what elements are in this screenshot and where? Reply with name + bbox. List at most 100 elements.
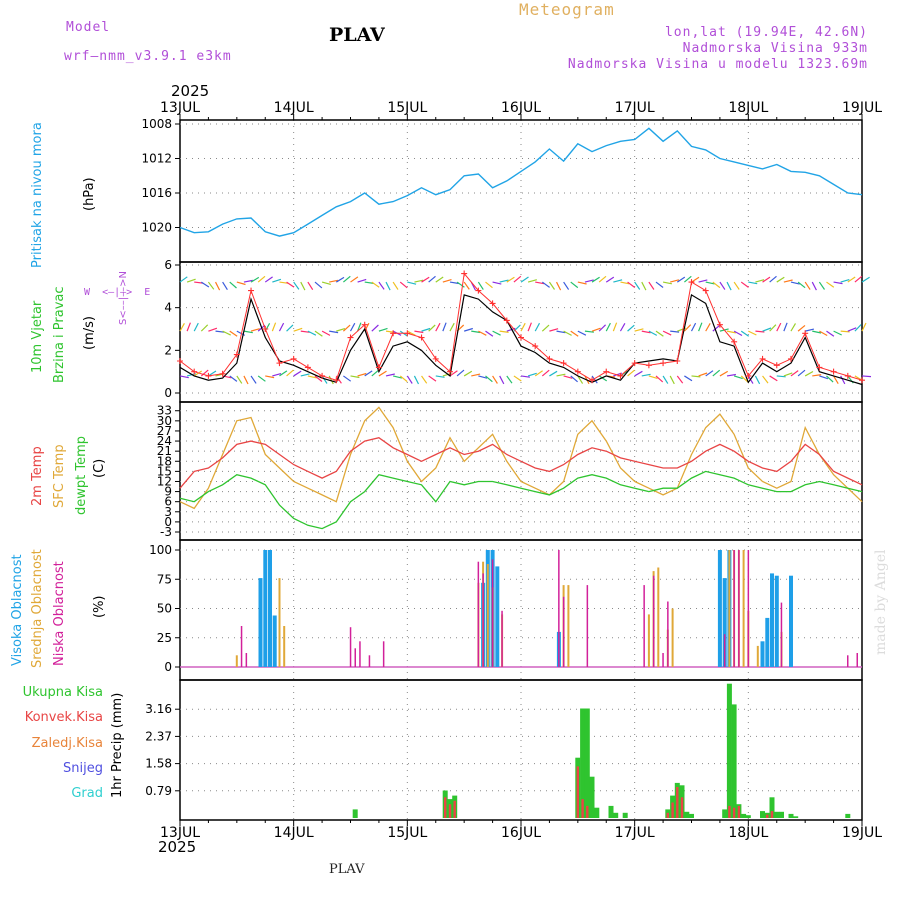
wind-direction-arrow [826, 375, 834, 383]
cloud-bar-low [558, 550, 560, 667]
compass-we: W <–|–> E [84, 287, 151, 298]
gust-marker [773, 362, 780, 369]
bottom-station-label: PLAV [329, 862, 365, 877]
wind-direction-arrow [790, 323, 797, 332]
wind-direction-arrow [847, 276, 856, 283]
precip-bar-convective [728, 805, 731, 818]
wind-direction-arrow [740, 330, 750, 337]
xdate-bottom: 18JUL [728, 825, 768, 841]
gust-marker [262, 326, 269, 332]
precip-bar-convective [737, 805, 741, 818]
wind-direction-arrow [641, 373, 651, 377]
wind-direction-arrow [861, 322, 867, 332]
wind-direction-arrow [726, 281, 732, 291]
wind-direction-arrow [243, 375, 249, 385]
ytick-label: 33 [157, 404, 172, 418]
wind-direction-arrow [307, 375, 317, 379]
cloud-bar-high [717, 550, 722, 667]
precip-bar-total [769, 797, 775, 818]
ytick-label: 2.37 [145, 729, 172, 743]
wind-direction-arrow [669, 375, 675, 385]
xdate-top: 16JUL [501, 100, 541, 116]
wind-direction-arrow [435, 322, 441, 332]
cloud-bar-mid [283, 626, 286, 667]
wind-direction-arrow [378, 327, 388, 332]
dewpt-line [179, 470, 863, 530]
wind-direction-arrow [300, 281, 306, 291]
wind-direction-arrow [407, 281, 417, 285]
wind-direction-arrow [250, 375, 257, 384]
ytick-label: 18 [157, 454, 172, 468]
gust-marker [205, 372, 212, 379]
gust-marker [177, 358, 183, 364]
wind-direction-arrow [527, 372, 537, 377]
gust-marker [603, 368, 610, 375]
wind-direction-arrow [684, 275, 692, 283]
gust-marker [390, 330, 397, 337]
wind-direction-arrow [826, 281, 835, 288]
wind-direction-arrow [655, 281, 664, 288]
cloud-bar-mid [728, 550, 731, 667]
wind-direction-arrow [329, 330, 339, 334]
wind-direction-arrow [449, 370, 458, 377]
wind-direction-arrow [776, 276, 785, 283]
wind-direction-arrow [797, 281, 806, 289]
wind-direction-arrow [684, 375, 693, 382]
wind-direction-arrow [336, 328, 346, 332]
wind-direction-arrow [776, 375, 786, 378]
elevation-label: Nadmorska Visina 933m [682, 41, 868, 56]
precip-bar-convective [581, 799, 584, 818]
wind-direction-arrow [357, 278, 367, 283]
precip-bar-convective [680, 797, 684, 818]
wind-direction-arrow [762, 327, 772, 332]
gust-marker [333, 377, 340, 384]
wind-direction-arrow [506, 375, 513, 384]
wind-direction-arrow [321, 330, 331, 336]
ytick-label: 0 [164, 386, 172, 400]
gust-marker [489, 300, 496, 307]
wind-direction-arrow [670, 330, 680, 333]
wind-direction-arrow [712, 324, 721, 332]
wind-direction-arrow [563, 375, 573, 379]
gust-marker [290, 355, 297, 362]
wind-direction-arrow [485, 281, 493, 289]
ytick-label: 2 [164, 343, 172, 357]
gust-marker [191, 368, 198, 375]
wind-direction-arrow [229, 330, 238, 337]
wind-direction-arrow [619, 323, 626, 332]
precip-bar-convective [671, 802, 674, 818]
gust-marker [418, 334, 425, 341]
wind-direction-arrow [520, 375, 530, 378]
wind-direction-arrow [357, 322, 362, 332]
cloud-bar-low [491, 559, 494, 667]
gust-marker [503, 317, 510, 324]
precip-bar-convective [770, 811, 774, 818]
wind-direction-arrow [272, 278, 282, 283]
xdate-bottom: 15JUL [387, 825, 427, 841]
wind-direction-arrow [350, 276, 359, 283]
wind-direction-arrow [471, 330, 481, 334]
wind-direction-arrow [186, 278, 196, 283]
wind-direction-arrow [861, 375, 872, 378]
cloud-bar-low [382, 641, 385, 667]
wind-direction-arrow [812, 330, 822, 334]
wind-direction-arrow [634, 328, 644, 332]
year-top: 2025 [171, 82, 210, 100]
cloud-bar-low [562, 596, 565, 667]
wind-direction-arrow [364, 370, 373, 377]
wind-direction-arrow [627, 369, 635, 377]
ytick-label: 6 [164, 495, 172, 509]
lonlat-label: lon,lat (19.94E, 42.6N) [664, 25, 868, 40]
wind-direction-arrow [399, 375, 408, 383]
cloud-bar-mid [742, 550, 745, 667]
wind-direction-arrow [329, 279, 339, 283]
wind-direction-arrow [712, 281, 721, 289]
panel-frame [179, 679, 863, 821]
cloud-bar-high [789, 575, 793, 667]
precip-bar-total [608, 805, 614, 818]
wind-direction-arrow [200, 369, 209, 377]
precip-bar-total [726, 683, 732, 818]
gust-marker [745, 372, 752, 379]
wind-direction-arrow [833, 330, 842, 336]
